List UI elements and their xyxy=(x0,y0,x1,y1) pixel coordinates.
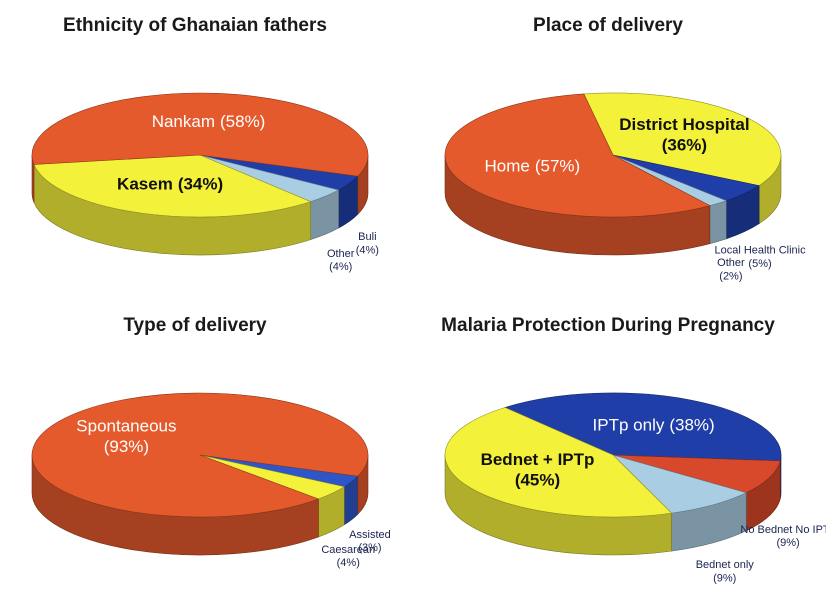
slice-value: (93%) xyxy=(104,437,149,456)
slice-name: Caesarean xyxy=(321,544,375,556)
slice xyxy=(612,454,781,494)
slice-name: Other xyxy=(717,257,745,269)
slice-value: (3%) xyxy=(358,542,381,554)
slice-label: Bednet + IPTp (45%) xyxy=(481,451,595,490)
slice-value: (36%) xyxy=(662,136,707,155)
slice xyxy=(444,93,711,218)
slice-name: Bednet only xyxy=(696,559,755,571)
chart-title: Type of delivery xyxy=(123,315,267,336)
slice-name: IPTp only xyxy=(593,416,665,435)
slice-name: Other xyxy=(327,248,355,260)
slice-label: Nankam (58%) xyxy=(152,112,266,131)
slice-label: District Hospital (36%) xyxy=(619,116,749,155)
slice-name: Spontaneous xyxy=(76,417,176,436)
slice-label: Other (4%) xyxy=(327,248,355,273)
chart-title: Ethnicity of Ghanaian fathers xyxy=(63,15,327,36)
slice-label: Buli (4%) xyxy=(356,231,379,256)
slice-label: IPTp only (38%) xyxy=(593,416,715,435)
slice-value: (9%) xyxy=(776,537,799,549)
chart-title: Malaria Protection During Pregnancy xyxy=(441,315,775,336)
slice-label: Home (57%) xyxy=(484,157,580,176)
slice-name: Nankam xyxy=(152,112,215,131)
slice xyxy=(504,392,782,462)
slice-value: (57%) xyxy=(535,157,580,176)
slice xyxy=(444,407,673,518)
slice-value: (34%) xyxy=(178,175,223,194)
slice-name: Home xyxy=(484,157,529,176)
slice xyxy=(611,454,748,514)
slice-value: (9%) xyxy=(713,572,736,584)
slice-name: Bednet + IPTp xyxy=(481,451,595,470)
slice-value: (2%) xyxy=(719,270,742,282)
slice-value: (45%) xyxy=(515,471,560,490)
slice-label: Assisted (3%) xyxy=(349,529,391,554)
slice-label: Caesarean (4%) xyxy=(321,544,375,569)
slice-label: Local Health Clinic (5%) xyxy=(714,245,806,270)
slice-name: Buli xyxy=(358,231,376,243)
slice-label: Spontaneous (93%) xyxy=(76,417,176,456)
slice-name: Kasem xyxy=(117,175,173,194)
chart-title: Place of delivery xyxy=(533,15,683,36)
slice-value: (4%) xyxy=(356,244,379,256)
slice-name: District Hospital xyxy=(619,116,749,135)
slice-value: (4%) xyxy=(337,557,360,569)
slice xyxy=(33,154,312,218)
slice-name: Local Health Clinic xyxy=(714,245,806,257)
slice-label: Bednet only (9%) xyxy=(696,559,755,584)
slice xyxy=(583,92,782,186)
slice-label: Kasem (34%) xyxy=(117,175,223,194)
slice-name: Assisted xyxy=(349,529,391,541)
slice-label: No Bednet No IPTp(9%) xyxy=(740,524,826,549)
slice-value: (4%) xyxy=(329,261,352,273)
slice xyxy=(31,392,369,518)
slice-value: (58%) xyxy=(220,112,265,131)
slice-value: (5%) xyxy=(748,258,771,270)
slice-name: No Bednet No IPTp xyxy=(740,524,826,536)
slice xyxy=(31,92,369,177)
slice-value: (38%) xyxy=(669,416,714,435)
slice-side xyxy=(709,200,727,245)
slice-label: Other (2%) xyxy=(717,257,745,282)
